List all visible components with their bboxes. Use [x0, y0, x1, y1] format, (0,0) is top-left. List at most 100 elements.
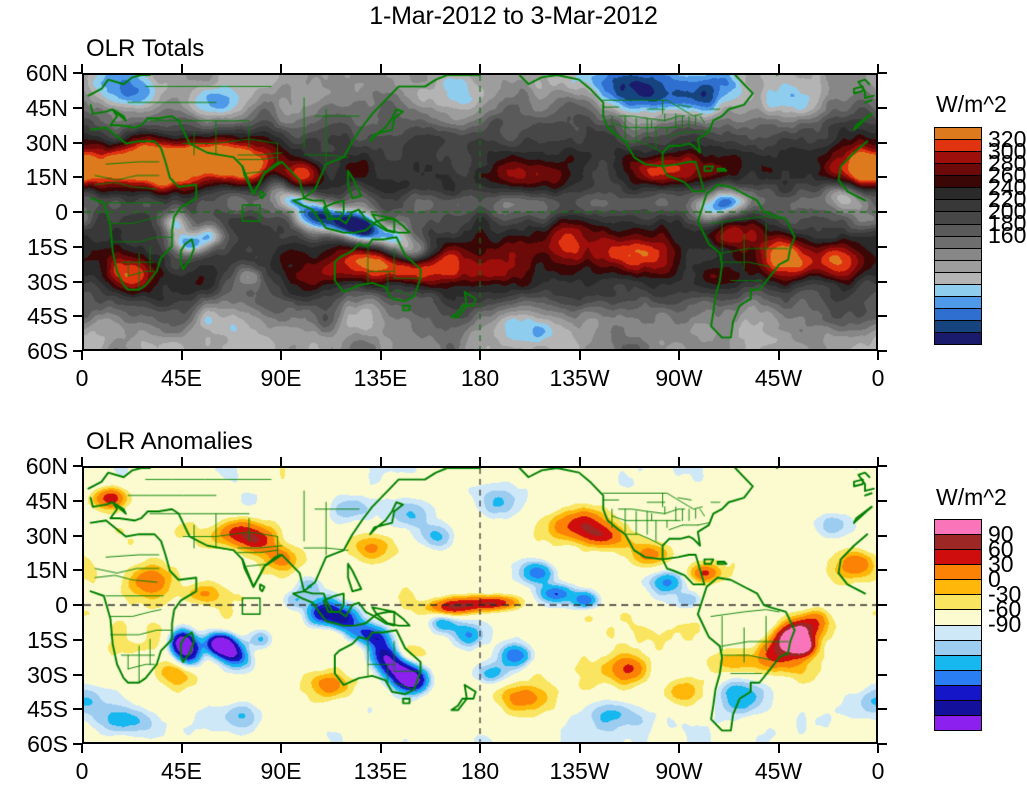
y-axis-tick — [73, 569, 82, 572]
x-axis-tick — [678, 64, 680, 73]
colorbar-band-7 — [935, 211, 981, 224]
x-axis-tick — [777, 351, 780, 360]
colorbar-tick-label: 240 — [988, 174, 1027, 200]
x-axis-tick — [777, 744, 780, 753]
x-axis-label: 90E — [260, 365, 302, 391]
colorbar-band-3 — [935, 163, 981, 176]
colorbar-band-5 — [935, 594, 981, 610]
x-axis-tick — [180, 457, 183, 466]
y-axis-tick — [878, 72, 887, 74]
x-axis-tick — [877, 457, 879, 466]
y-axis-tick — [878, 350, 887, 352]
y-axis-tick — [878, 673, 887, 676]
y-axis-label: 45S — [27, 696, 68, 723]
colorbar-band-12 — [935, 271, 981, 284]
colorbar-band-12 — [935, 699, 981, 716]
colorbar-tick-label: 200 — [988, 198, 1027, 224]
x-axis-tick — [280, 744, 282, 753]
colorbar-band-2 — [935, 151, 981, 164]
x-axis-tick — [379, 351, 382, 360]
colorbar-tick-label: -30 — [988, 581, 1022, 607]
y-axis-tick — [878, 534, 887, 537]
x-axis-label: 45W — [754, 365, 803, 391]
x-axis-tick — [81, 744, 83, 753]
y-axis-tick — [878, 245, 887, 248]
y-axis-label: 15N — [25, 557, 68, 584]
y-axis-tick — [73, 499, 82, 502]
colorbar-tick-label: 280 — [988, 150, 1027, 176]
colorbar-band-6 — [935, 199, 981, 212]
y-axis-tick — [73, 604, 82, 606]
y-axis-tick — [73, 465, 82, 467]
colorbar-band-0 — [935, 128, 981, 140]
x-axis-label: 90E — [260, 758, 302, 784]
y-axis-tick — [73, 280, 82, 283]
x-axis-tick — [777, 64, 780, 73]
y-axis-tick — [878, 315, 887, 318]
x-axis-tick — [578, 744, 581, 753]
x-axis-tick — [280, 351, 282, 360]
x-axis-label: 135E — [353, 758, 408, 784]
x-axis-tick — [877, 744, 879, 753]
y-axis-tick — [878, 141, 887, 144]
y-axis-label: 0 — [55, 592, 68, 618]
x-axis-tick — [81, 351, 83, 360]
y-axis-tick — [878, 106, 887, 109]
y-axis-label: 60N — [25, 60, 68, 86]
colorbar-tick-label: 260 — [988, 162, 1027, 188]
y-axis-tick — [73, 106, 82, 109]
colorbar-band-10 — [935, 669, 981, 685]
y-axis-label: 60S — [27, 731, 68, 757]
x-axis-tick — [678, 457, 680, 466]
x-axis-label: 135W — [549, 758, 610, 784]
map-canvas-olr-anomalies — [84, 468, 876, 742]
colorbar-tick-label: -60 — [988, 596, 1022, 622]
y-axis-tick — [73, 245, 82, 248]
y-axis-label: 60N — [25, 453, 68, 479]
colorbar-band-1 — [935, 139, 981, 152]
x-axis-label: 0 — [871, 365, 885, 391]
map-olr-anomalies[interactable] — [82, 466, 878, 744]
y-axis-tick — [73, 708, 82, 711]
x-axis-label: 45E — [161, 758, 202, 784]
x-axis-label: 45W — [754, 758, 803, 784]
colorbar-band-9 — [935, 235, 981, 248]
y-axis-label: 15N — [25, 164, 68, 191]
x-axis-tick — [280, 64, 282, 73]
x-axis-tick — [678, 351, 680, 360]
x-axis-label: 90W — [655, 365, 703, 391]
colorbar-band-3 — [935, 564, 981, 580]
colorbar-tick-label: 0 — [988, 566, 1001, 592]
colorbar-tick-label: 160 — [988, 222, 1027, 248]
colorbar-units-totals: W/m^2 — [936, 91, 1007, 117]
colorbar-swatches-totals — [934, 127, 982, 345]
x-axis-tick — [479, 351, 481, 360]
x-axis-label: 90W — [655, 758, 703, 784]
y-axis-label: 0 — [55, 199, 68, 225]
y-axis-label: 30N — [25, 522, 68, 549]
x-axis-tick — [578, 351, 581, 360]
colorbar-band-11 — [935, 259, 981, 272]
y-axis-tick — [878, 465, 887, 467]
x-axis-tick — [180, 351, 183, 360]
y-axis-tick — [878, 569, 887, 572]
y-axis-label: 60S — [27, 338, 68, 364]
colorbar-band-9 — [935, 654, 981, 670]
x-axis-label: 0 — [75, 365, 89, 391]
colorbar-band-4 — [935, 579, 981, 595]
x-axis-tick — [81, 457, 83, 466]
colorbar-tick-label: 30 — [988, 551, 1014, 577]
colorbar-tick-label: -90 — [988, 611, 1022, 637]
colorbar-band-13 — [935, 283, 981, 296]
x-axis-tick — [877, 351, 879, 360]
y-axis-tick — [878, 211, 887, 213]
map-olr-totals[interactable] — [82, 73, 878, 351]
y-axis-label: 15S — [27, 233, 68, 260]
y-axis-label: 30S — [27, 268, 68, 295]
y-axis-tick — [73, 315, 82, 318]
colorbar-tick-label: 180 — [988, 210, 1027, 236]
y-axis-tick — [73, 176, 82, 179]
colorbar-band-13 — [935, 715, 981, 731]
y-axis-tick — [73, 211, 82, 213]
panel-title-olr-anomalies: OLR Anomalies — [86, 428, 253, 455]
